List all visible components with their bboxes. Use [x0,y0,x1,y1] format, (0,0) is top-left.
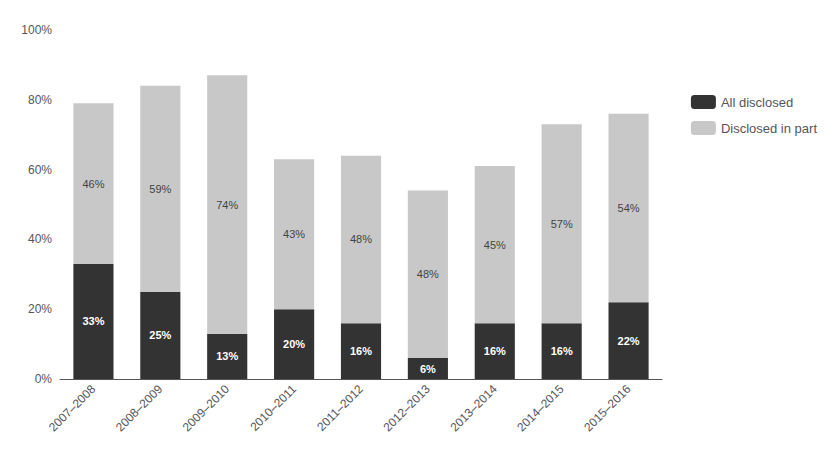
svg-text:2010–2011: 2010–2011 [247,382,299,434]
svg-text:16%: 16% [350,345,372,357]
svg-text:0%: 0% [35,372,53,386]
svg-text:43%: 43% [283,228,305,240]
svg-text:54%: 54% [618,202,640,214]
svg-text:16%: 16% [551,345,573,357]
svg-text:59%: 59% [149,183,171,195]
svg-text:2009–2010: 2009–2010 [180,382,233,435]
svg-text:60%: 60% [28,163,52,177]
svg-text:46%: 46% [82,178,104,190]
svg-text:100%: 100% [21,23,52,37]
svg-text:2014–2015: 2014–2015 [514,382,567,435]
svg-text:Disclosed in part: Disclosed in part [721,121,817,136]
svg-text:2013–2014: 2013–2014 [447,382,500,435]
svg-text:45%: 45% [484,239,506,251]
svg-text:2011–2012: 2011–2012 [314,382,366,434]
svg-text:16%: 16% [484,345,506,357]
svg-text:33%: 33% [82,315,104,327]
svg-text:2012–2013: 2012–2013 [381,382,434,435]
svg-text:20%: 20% [283,338,305,350]
svg-text:20%: 20% [28,302,52,316]
svg-text:2008–2009: 2008–2009 [113,382,166,435]
svg-text:2015–2016: 2015–2016 [581,382,634,435]
svg-text:48%: 48% [350,233,372,245]
svg-text:40%: 40% [28,232,52,246]
svg-text:13%: 13% [216,350,238,362]
svg-text:48%: 48% [417,268,439,280]
svg-text:74%: 74% [216,199,238,211]
svg-text:2007–2008: 2007–2008 [46,382,99,435]
svg-text:6%: 6% [420,363,436,375]
svg-text:All disclosed: All disclosed [721,95,793,110]
svg-text:25%: 25% [149,329,171,341]
svg-text:57%: 57% [551,218,573,230]
svg-text:22%: 22% [618,335,640,347]
svg-text:80%: 80% [28,93,52,107]
